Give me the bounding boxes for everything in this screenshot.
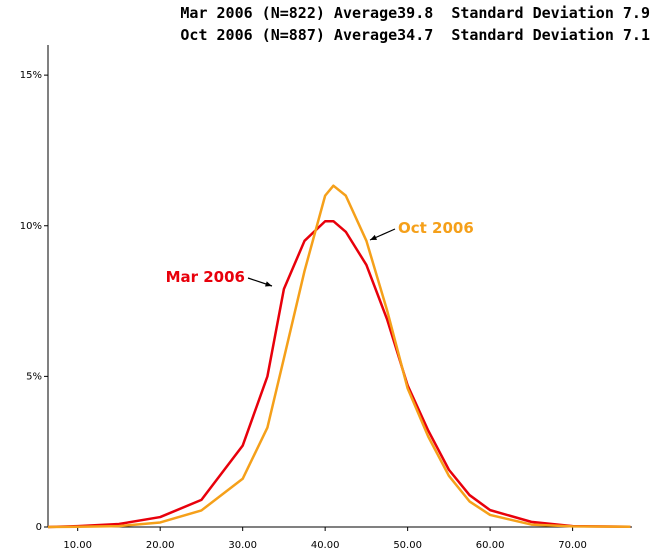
header-line: Oct 2006 (N=887) Average34.7 Standard De… (180, 26, 650, 44)
x-tick-label: 20.00 (146, 540, 175, 551)
y-tick-label: 15% (20, 70, 42, 81)
x-tick-label: 50.00 (393, 540, 422, 551)
series-line (47, 219, 631, 529)
series-label: Oct 2006 (398, 219, 474, 237)
series-label: Mar 2006 (166, 268, 245, 286)
arrow-head (370, 234, 377, 240)
y-tick-label: 10% (20, 221, 42, 232)
x-tick-label: 70.00 (558, 540, 587, 551)
y-tick-label: 5% (26, 371, 42, 382)
header-line: Mar 2006 (N=822) Average39.8 Standard De… (180, 4, 650, 22)
arrow-head (265, 281, 272, 287)
y-tick-label: 0 (36, 522, 42, 533)
x-tick-label: 10.00 (63, 540, 92, 551)
x-tick-label: 40.00 (311, 540, 340, 551)
x-tick-label: 30.00 (228, 540, 257, 551)
series-line (47, 184, 631, 529)
x-tick-label: 60.00 (476, 540, 505, 551)
